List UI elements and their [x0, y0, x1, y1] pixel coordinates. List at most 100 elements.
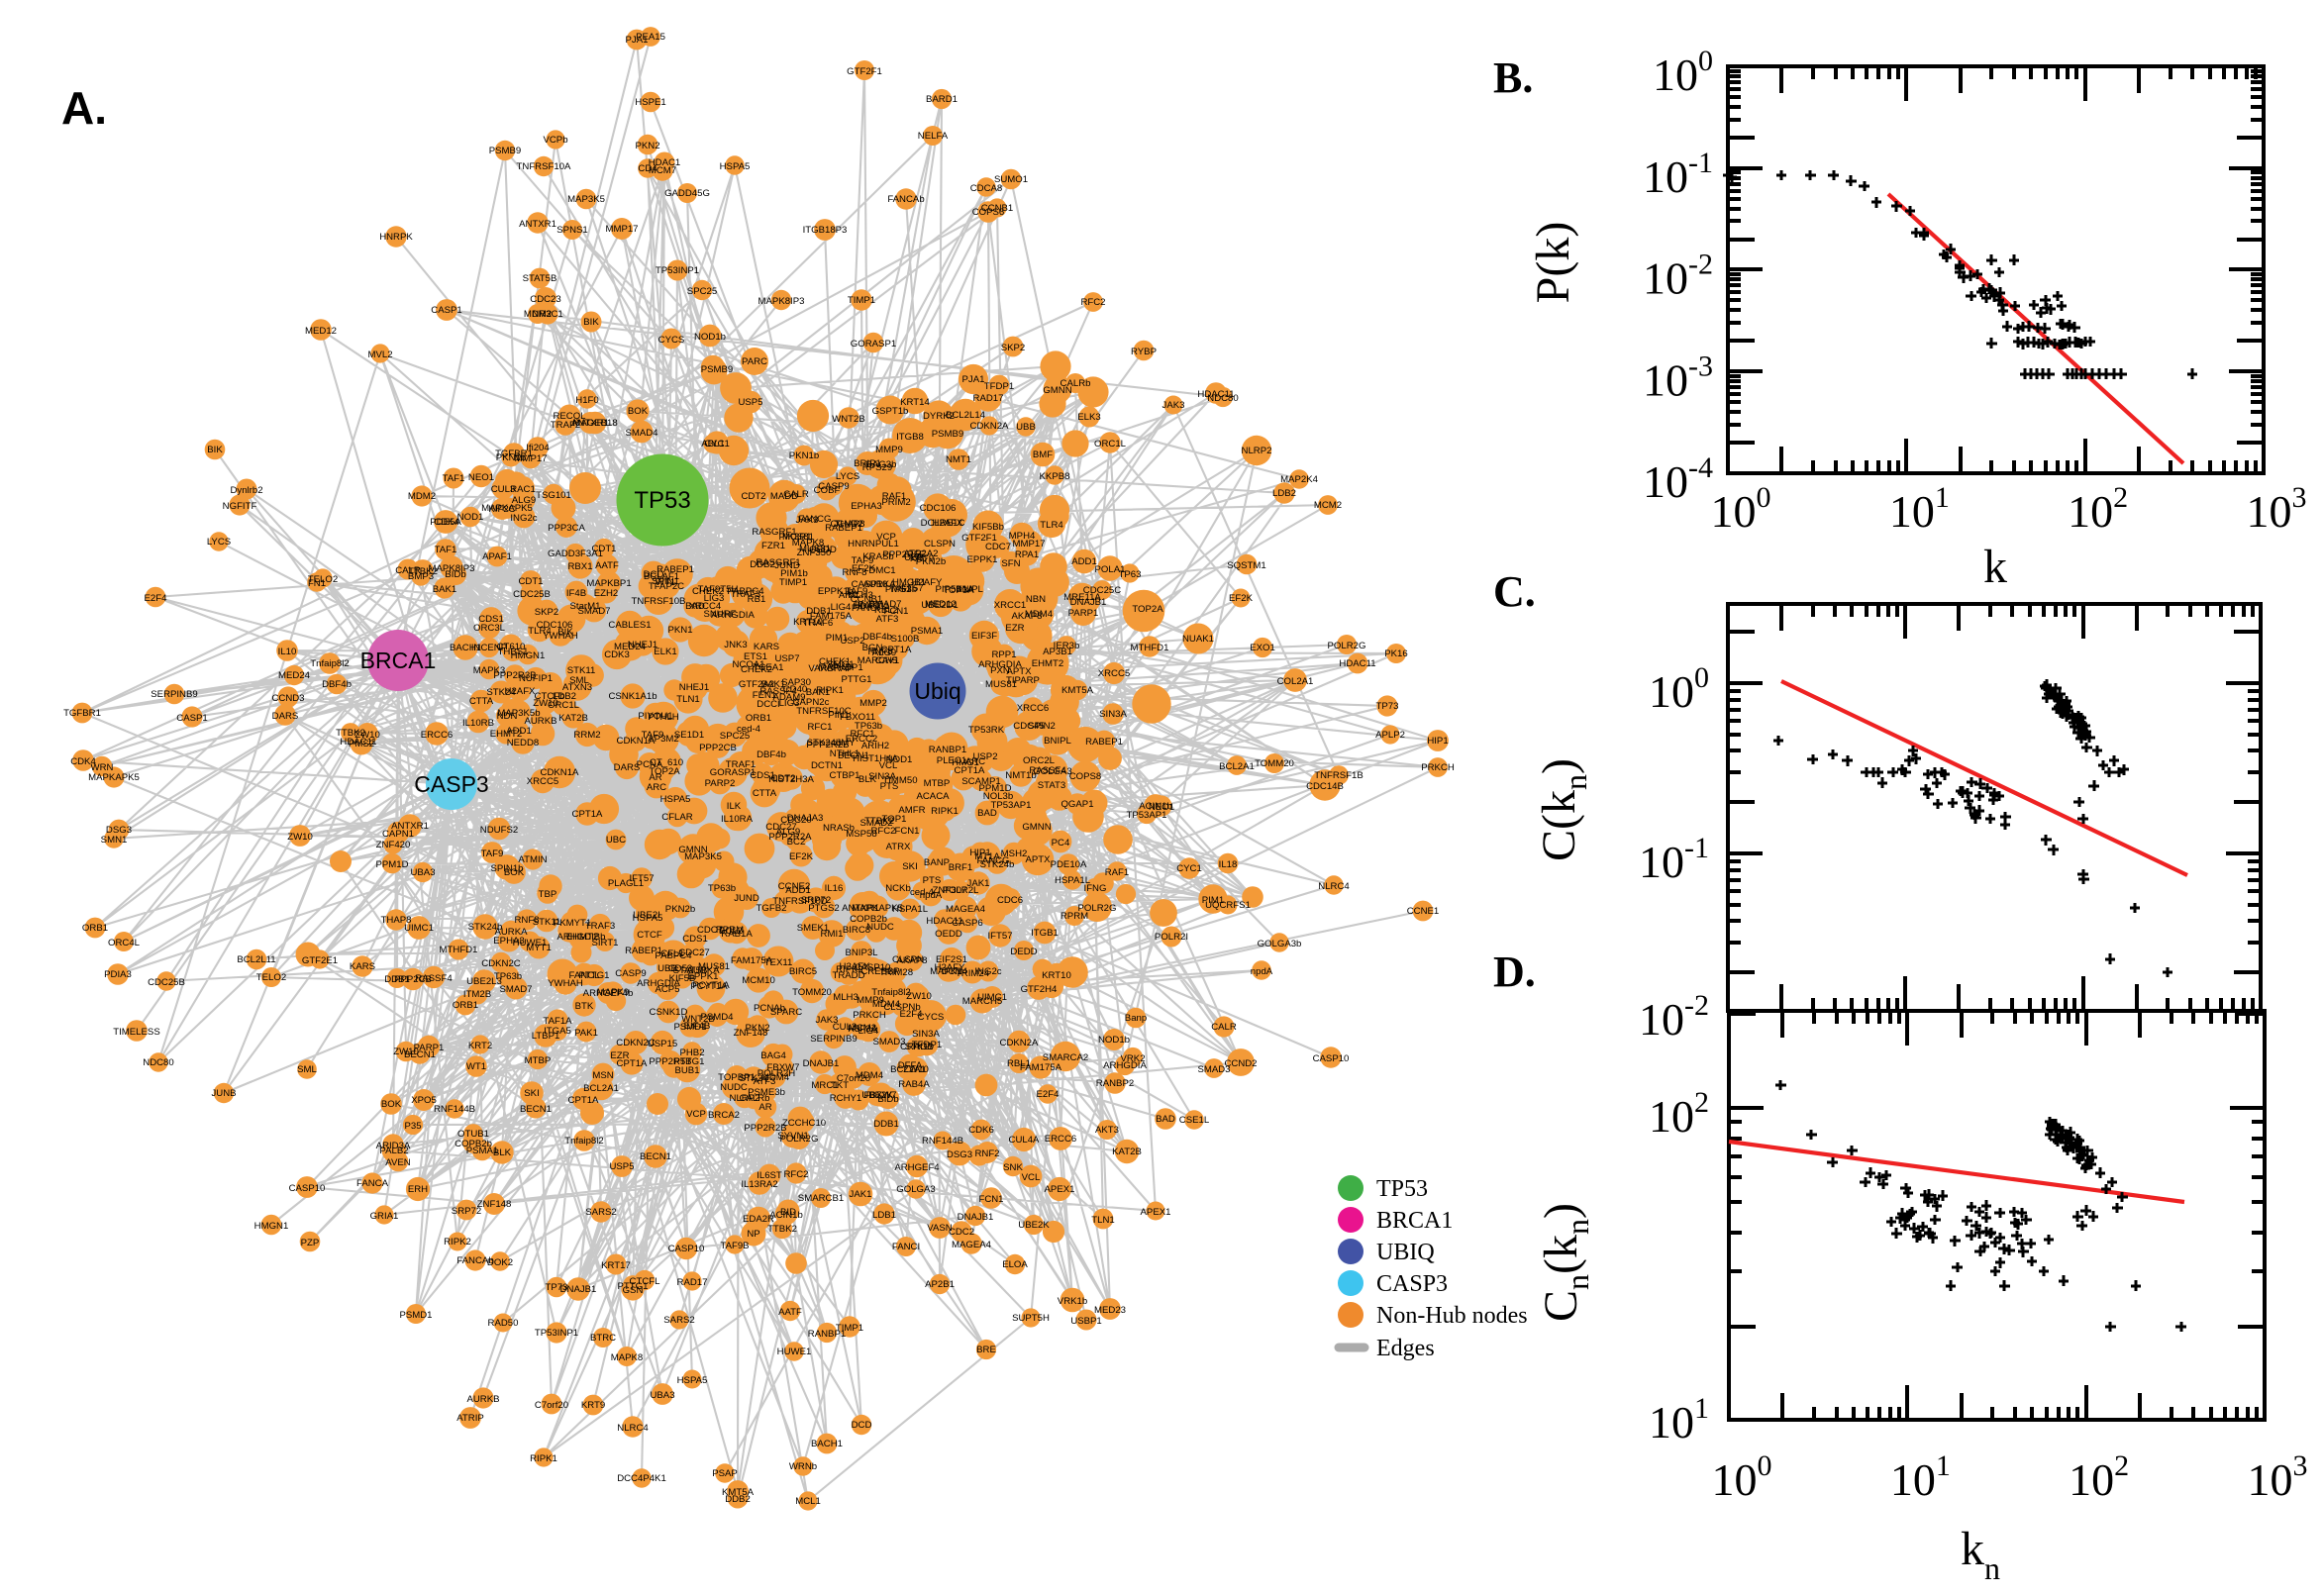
svg-text:MDM2: MDM2 [408, 491, 436, 502]
svg-text:STAT3: STAT3 [1038, 780, 1065, 791]
svg-text:NRASb: NRASb [823, 823, 855, 834]
svg-text:BAD: BAD [977, 808, 997, 819]
svg-text:MAPK8: MAPK8 [792, 538, 825, 549]
svg-text:JAK3: JAK3 [816, 1015, 839, 1026]
svg-text:NDUFS2: NDUFS2 [480, 825, 518, 836]
svg-text:DCTN1: DCTN1 [811, 760, 843, 771]
svg-text:NEO1: NEO1 [468, 472, 494, 483]
svg-text:ILK: ILK [727, 801, 742, 812]
svg-text:MAPK3: MAPK3 [473, 665, 506, 676]
svg-text:MAPKAPK5: MAPKAPK5 [852, 903, 903, 914]
svg-text:PRKCH: PRKCH [1421, 762, 1455, 773]
svg-text:MED12: MED12 [925, 599, 957, 610]
svg-text:SIRT1: SIRT1 [591, 938, 618, 948]
svg-text:GOLGA3: GOLGA3 [896, 1184, 935, 1195]
svg-text:CSE1L: CSE1L [1179, 1115, 1210, 1126]
svg-text:PSMD1: PSMD1 [399, 1310, 432, 1321]
svg-text:TRAF1: TRAF1 [726, 759, 756, 770]
svg-text:ITGB1: ITGB1 [1031, 928, 1059, 939]
svg-text:EIF4B: EIF4B [684, 1021, 711, 1032]
svg-text:CASP10: CASP10 [855, 962, 891, 973]
svg-text:BAG3b: BAG3b [866, 459, 897, 470]
svg-text:SARS2: SARS2 [663, 1315, 694, 1326]
svg-text:COL2A1: COL2A1 [1277, 676, 1314, 687]
svg-text:AR: AR [649, 772, 661, 783]
svg-text:CAPN1: CAPN1 [382, 829, 414, 840]
svg-text:PKN1: PKN1 [667, 625, 692, 636]
svg-text:VRK1b: VRK1b [1058, 1296, 1087, 1307]
svg-text:RNF8: RNF8 [867, 647, 892, 657]
svg-text:ORB1: ORB1 [82, 923, 108, 934]
svg-text:IL10RB: IL10RB [462, 718, 494, 729]
svg-text:SPC25: SPC25 [720, 731, 750, 742]
svg-text:JMY: JMY [836, 738, 856, 748]
svg-text:EZH2: EZH2 [594, 588, 619, 599]
svg-text:KIF2C: KIF2C [488, 504, 515, 515]
svg-text:RECQL: RECQL [553, 411, 586, 422]
svg-text:MAPK9: MAPK9 [597, 987, 630, 998]
svg-text:ORC2L: ORC2L [1023, 755, 1056, 766]
svg-text:BIK: BIK [557, 627, 573, 638]
svg-text:NCKb: NCKb [885, 883, 911, 894]
svg-text:FBXW7: FBXW7 [766, 1062, 799, 1073]
svg-text:npdA: npdA [920, 890, 943, 901]
svg-text:UQCRFS1: UQCRFS1 [1205, 900, 1251, 911]
svg-text:PALB2: PALB2 [379, 1146, 408, 1156]
svg-text:ATRX: ATRX [886, 842, 911, 852]
svg-text:TP53INP1: TP53INP1 [656, 265, 699, 276]
svg-text:USP2: USP2 [840, 636, 864, 647]
svg-text:ORC1L: ORC1L [1094, 439, 1127, 449]
svg-text:GTF2A2: GTF2A2 [739, 679, 774, 690]
svg-text:SPIN1b: SPIN1b [490, 863, 523, 874]
svg-text:RYBP: RYBP [1131, 347, 1157, 357]
svg-text:UBE2K: UBE2K [1018, 1220, 1050, 1231]
svg-text:TCEA1: TCEA1 [754, 662, 784, 673]
svg-text:Dynlrb2: Dynlrb2 [230, 485, 262, 496]
svg-text:TTBK2: TTBK2 [767, 1224, 797, 1235]
svg-text:CDKN2C: CDKN2C [616, 1038, 656, 1048]
svg-text:NEDD8: NEDD8 [507, 738, 540, 748]
svg-text:LIG4: LIG4 [858, 1026, 879, 1037]
svg-text:AVEN: AVEN [385, 1157, 410, 1168]
svg-text:SMAD3: SMAD3 [872, 1037, 905, 1047]
svg-text:LYCS: LYCS [207, 537, 231, 548]
svg-text:VASN: VASN [927, 1223, 952, 1234]
svg-text:MUS81: MUS81 [985, 679, 1017, 690]
svg-text:PSMB9: PSMB9 [932, 429, 964, 440]
svg-text:STAT5B: STAT5B [673, 965, 708, 976]
svg-text:MRE11A: MRE11A [1063, 592, 1101, 603]
svg-text:CDKN2A: CDKN2A [970, 421, 1010, 432]
svg-text:SKP2: SKP2 [1001, 343, 1026, 353]
svg-text:STK11: STK11 [905, 1042, 934, 1052]
svg-text:BAK1: BAK1 [806, 687, 831, 698]
svg-text:NDN: NDN [497, 711, 518, 722]
svg-text:ERCC2: ERCC2 [846, 734, 878, 745]
svg-text:KIF5Bb: KIF5Bb [972, 522, 1004, 533]
svg-text:RIPK1: RIPK1 [816, 685, 844, 696]
svg-text:MUS81: MUS81 [799, 544, 831, 554]
svg-text:BARD1: BARD1 [926, 94, 958, 105]
svg-text:ORC3L: ORC3L [473, 623, 506, 634]
svg-text:HDAC11: HDAC11 [1339, 658, 1375, 669]
svg-text:CDT1: CDT1 [518, 576, 543, 587]
svg-text:PTTG1: PTTG1 [618, 1281, 649, 1292]
svg-text:BIRC8: BIRC8 [843, 925, 870, 936]
svg-text:AKAP8: AKAP8 [1012, 611, 1043, 622]
svg-text:PSMB9: PSMB9 [489, 146, 522, 156]
svg-text:CDC27: CDC27 [678, 948, 709, 958]
svg-text:TP53: TP53 [634, 487, 690, 514]
svg-text:KRT17: KRT17 [601, 1260, 631, 1271]
svg-text:CAPN2c: CAPN2c [793, 697, 830, 708]
svg-text:BCL2A1: BCL2A1 [583, 1083, 619, 1094]
svg-text:TKT: TKT [831, 1080, 849, 1091]
svg-text:PPP2R3B: PPP2R3B [493, 670, 536, 681]
svg-text:AURKA: AURKA [686, 965, 720, 976]
svg-text:RIPK1: RIPK1 [530, 1453, 557, 1464]
svg-text:EF2K: EF2K [1229, 593, 1254, 604]
svg-text:CTCF: CTCF [637, 930, 662, 941]
svg-text:HUWE1: HUWE1 [513, 938, 548, 948]
svg-text:RBL2: RBL2 [874, 605, 898, 616]
svg-text:USP7: USP7 [774, 653, 799, 664]
svg-text:PSAP: PSAP [712, 1468, 738, 1479]
svg-text:POLR2G: POLR2G [1328, 641, 1366, 651]
